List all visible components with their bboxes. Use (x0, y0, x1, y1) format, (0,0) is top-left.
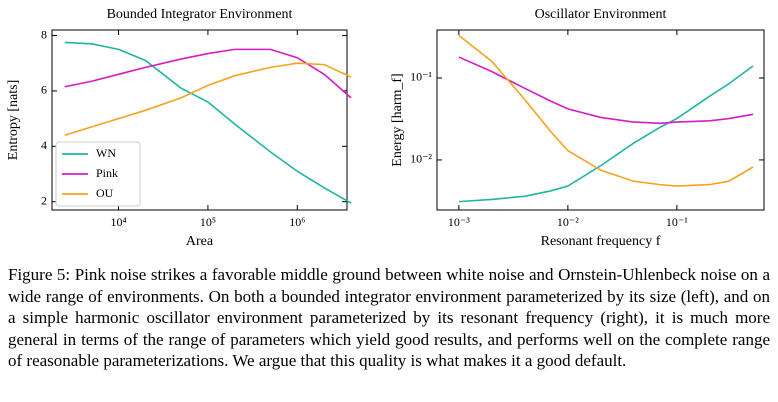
axes-frame (436, 29, 765, 211)
x-tick-label: 10⁵ (200, 215, 216, 229)
x-tick-label: 10⁻¹ (666, 215, 688, 229)
chart-title: Bounded Integrator Environment (107, 7, 293, 22)
chart-title: Oscillator Environment (535, 7, 667, 22)
axes-frame (51, 29, 348, 211)
legend-label: OU (96, 186, 114, 200)
caption: Figure 5: Pink noise strikes a favorable… (8, 265, 770, 371)
x-axis-label: Resonant frequency f (541, 234, 661, 249)
y-tick-label: 4 (41, 138, 47, 152)
data-line (64, 48, 352, 99)
x-tick-label: 10⁶ (289, 215, 305, 229)
data-line (64, 41, 352, 204)
x-axis-label: Area (186, 234, 214, 249)
y-tick-label: 6 (41, 83, 47, 97)
x-tick-label: 10⁻² (557, 215, 579, 229)
data-line (64, 62, 352, 136)
y-tick-label: 10⁻² (410, 152, 432, 166)
y-tick-label: 10⁻¹ (410, 70, 432, 84)
legend-label: WN (96, 146, 116, 160)
x-tick-label: 10⁴ (110, 215, 126, 229)
legend-box (55, 141, 141, 207)
y-tick-label: 2 (41, 193, 47, 207)
data-line (458, 34, 754, 187)
data-line (458, 56, 754, 125)
figure: Bounded Integrator Environment 10⁴ 10⁵ 10⁶ 2… (6, 7, 765, 249)
y-axis-label: Entropy [nats] (6, 80, 21, 160)
y-tick-label: 8 (41, 27, 47, 41)
x-tick-label: 10⁻³ (448, 215, 470, 229)
legend-label: Pink (96, 166, 118, 180)
y-axis-label: Energy [harm_f] (390, 73, 405, 166)
data-line (458, 65, 754, 203)
